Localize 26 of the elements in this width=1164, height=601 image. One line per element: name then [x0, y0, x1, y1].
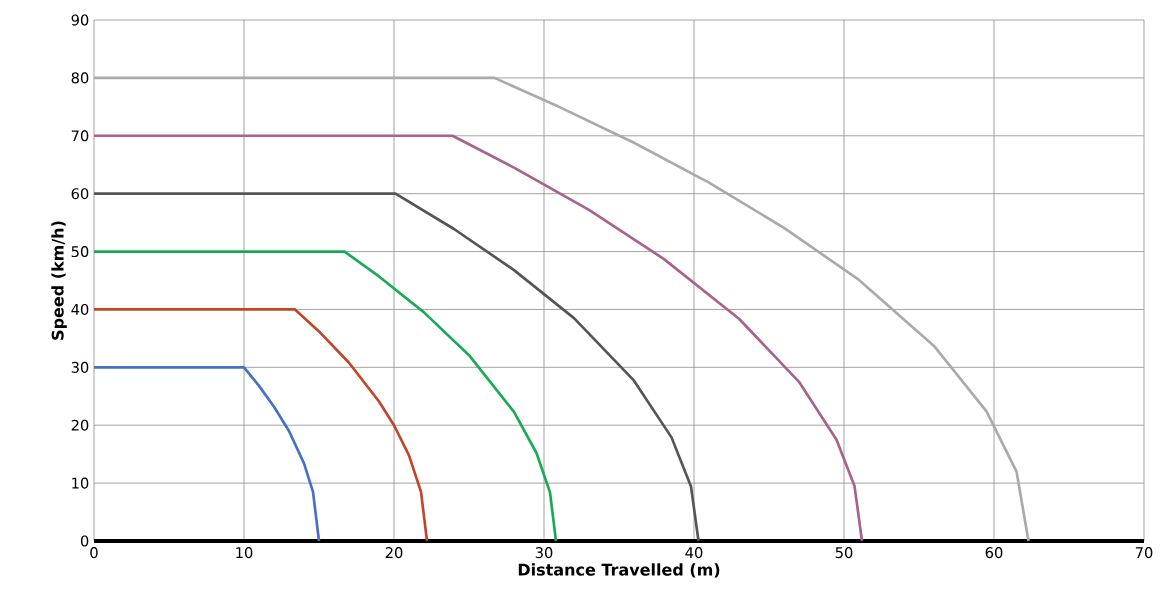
line-series	[92, 192, 700, 543]
x-axis-title: Distance Travelled (m)	[518, 563, 720, 578]
y-tick-label: 0	[80, 535, 89, 547]
y-tick-label: 50	[71, 246, 89, 258]
line-series	[92, 76, 1030, 543]
line-series	[92, 134, 864, 543]
line-series	[92, 308, 429, 543]
y-tick-label: 10	[72, 477, 89, 489]
y-tick-label: 30	[71, 361, 89, 373]
y-tick-label: 60	[71, 188, 89, 200]
x-tick-label: 20	[385, 547, 403, 559]
line-series	[92, 366, 321, 543]
x-tick-label: 30	[535, 547, 553, 559]
y-tick-label: 20	[71, 419, 89, 431]
x-tick-label: 40	[685, 547, 703, 559]
x-tick-label: 50	[835, 547, 853, 559]
y-axis-title: Speed (km/h)	[51, 221, 67, 340]
x-tick-label: 70	[1135, 547, 1153, 559]
x-tick-label: 60	[985, 547, 1003, 559]
y-tick-label: 40	[71, 303, 89, 315]
x-tick-label: 0	[90, 547, 98, 559]
y-tick-label: 70	[71, 130, 89, 142]
y-tick-label: 80	[71, 72, 89, 84]
x-tick-label: 10	[236, 547, 253, 559]
line-series	[92, 250, 558, 543]
y-tick-label: 90	[71, 14, 89, 26]
